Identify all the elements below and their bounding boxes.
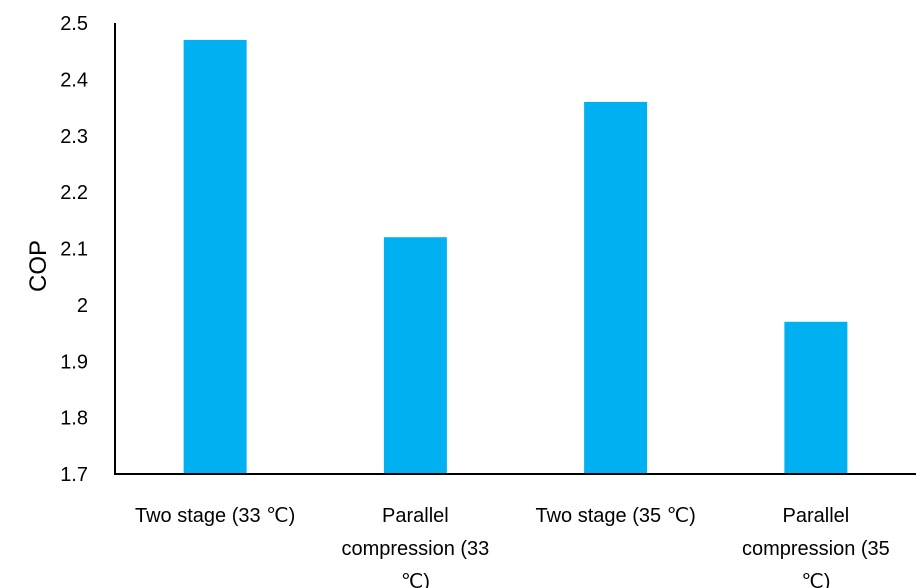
x-category-label: Parallel: [382, 505, 449, 527]
x-category-labels: Two stage (33 ℃) Parallel compression (33 ℃…: [135, 505, 890, 588]
x-category-label: compression (33: [341, 538, 489, 560]
y-tick-label: 1.9: [60, 351, 88, 373]
x-category-label: compression (35: [742, 538, 890, 560]
y-tick-label: 2: [77, 295, 88, 317]
y-tick-label: 1.7: [60, 464, 88, 486]
x-category-label: Two stage (35 ℃): [535, 505, 695, 527]
x-category-label: Parallel: [783, 505, 850, 527]
x-category-label: ℃): [401, 571, 430, 588]
bar: [383, 237, 447, 474]
bar: [784, 321, 848, 474]
y-axis-title: COP: [25, 240, 52, 292]
bar: [183, 39, 247, 474]
y-tick-label: 2.1: [60, 239, 88, 261]
x-category-label: Two stage (33 ℃): [135, 505, 295, 527]
y-tick-label: 1.8: [60, 408, 88, 430]
bar: [584, 101, 648, 475]
bars-group: [183, 39, 848, 475]
y-tick-label: 2.4: [60, 69, 88, 91]
y-tick-labels: 1.7 1.8 1.9 2 2.1 2.2 2.3 2.4 2.5: [60, 13, 88, 486]
y-tick-label: 2.5: [60, 13, 88, 35]
y-tick-label: 2.2: [60, 182, 88, 204]
x-category-label: ℃): [801, 571, 830, 588]
y-tick-label: 2.3: [60, 126, 88, 148]
